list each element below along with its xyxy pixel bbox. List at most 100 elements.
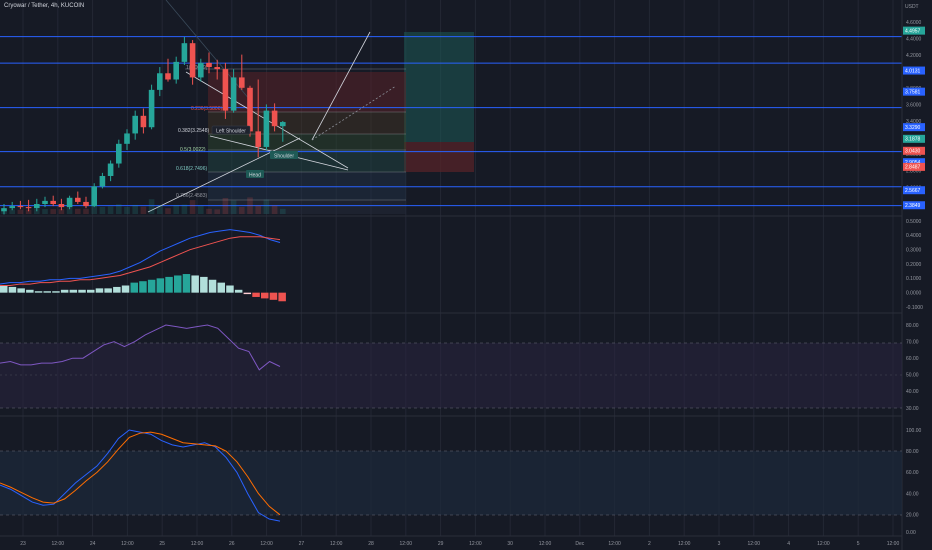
price-tag: 3.3290 <box>903 123 925 132</box>
time-tick: 4 <box>787 541 790 547</box>
candle <box>140 108 147 134</box>
macd-tick: 0.3000 <box>906 247 922 253</box>
macd-bar <box>269 292 278 300</box>
macd-bar <box>147 279 156 293</box>
symbol-title[interactable]: Cryowar / Tether, 4h, KUCOIN <box>4 3 85 9</box>
projection-line[interactable] <box>311 31 371 141</box>
time-tick: 12:00 <box>748 541 761 547</box>
price-tag: 3.1878 <box>903 134 925 143</box>
stoch-pane[interactable] <box>0 429 902 522</box>
candle <box>173 56 179 84</box>
rsi-pane[interactable] <box>0 324 902 409</box>
price-tag-text: 4.0131 <box>905 68 921 74</box>
candle-body <box>17 206 24 208</box>
stoch-tick: 100.00 <box>906 428 922 434</box>
price-tick: 3.4000 <box>906 119 922 125</box>
label-head[interactable]: Head <box>246 170 264 178</box>
time-tick: 12:00 <box>887 541 900 547</box>
volume-bar <box>1 209 7 214</box>
label-right-shoulder[interactable]: Shoulder <box>270 151 298 159</box>
fib-label: 0.382(3.2548) <box>178 128 209 134</box>
price-tag-text: 2.8487 <box>905 165 921 171</box>
time-axis[interactable]: 23 12:00 24 12:00 25 12:00 26 12:00 27 12:00 28 12:… <box>20 541 899 547</box>
macd-bar <box>78 289 86 293</box>
volume-bar <box>83 208 89 214</box>
volume-bar <box>50 209 56 214</box>
candle-body <box>140 115 147 128</box>
price-tag-bg <box>903 66 925 75</box>
macd-axis[interactable]: 0.5000 0.4000 0.3000 0.2000 0.1000 0.0000 -0.1… <box>906 219 923 311</box>
price-tag-text: 3.0430 <box>905 149 921 155</box>
candle-body <box>181 43 188 62</box>
macd-bar <box>87 289 95 293</box>
price-tag-text: 2.3849 <box>905 203 921 209</box>
macd-bar <box>278 292 286 302</box>
volume-bar <box>230 200 237 214</box>
stoch-tick: 80.00 <box>906 449 919 455</box>
macd-bar <box>208 279 217 293</box>
candle <box>222 62 229 119</box>
stoch-d-line <box>0 431 281 516</box>
candle-body <box>58 204 65 208</box>
candle <box>165 58 171 82</box>
stoch-axis[interactable]: 100.00 80.00 60.00 40.00 20.00 0.00 <box>906 428 922 536</box>
volume-bar <box>255 205 261 214</box>
candle-body <box>148 89 155 128</box>
candle-body <box>198 62 204 78</box>
volume-bar <box>157 205 163 214</box>
rsi-tick: 50.00 <box>906 373 919 379</box>
macd-bar <box>226 285 234 293</box>
time-tick: 12:00 <box>817 541 830 547</box>
fib-band-0-0236 <box>208 72 406 112</box>
macd-pane[interactable] <box>0 229 286 302</box>
candle-body <box>83 201 89 207</box>
candle <box>271 103 278 132</box>
candlestick-series[interactable] <box>1 36 286 215</box>
candle <box>99 172 106 189</box>
long-position-target-zone[interactable] <box>404 32 474 142</box>
candle-body <box>255 131 261 147</box>
candle-body <box>107 163 114 176</box>
price-tag-bg <box>903 87 925 96</box>
macd-bar <box>60 289 69 293</box>
horizontal-levels[interactable] <box>0 0 902 207</box>
candle <box>214 59 220 80</box>
candle-body <box>91 186 97 207</box>
fib-label: 0.5(3.0022) <box>180 147 206 153</box>
price-pane[interactable]: 1(4.0079) 0.236(3.5806) 0.382(3.2548) 0.5(3… <box>0 0 902 215</box>
macd-bar <box>52 291 60 293</box>
macd-bar <box>26 289 34 293</box>
price-tag-text: 3.1878 <box>905 137 921 143</box>
candle-body <box>25 207 32 209</box>
macd-bar <box>104 288 112 293</box>
volume-bar <box>173 204 179 214</box>
macd-bar <box>156 278 165 293</box>
rsi-axis[interactable]: 80.00 70.00 60.00 50.00 40.00 30.00 <box>906 323 919 412</box>
volume-bar <box>91 204 97 214</box>
projection-dashed-line[interactable] <box>311 85 397 141</box>
fib-label: 0.786(2.4583) <box>176 193 207 199</box>
time-tick: 12:00 <box>330 541 343 547</box>
candle-body <box>34 204 40 209</box>
rsi-tick: 40.00 <box>906 389 919 395</box>
long-position-stop-zone[interactable] <box>404 142 474 172</box>
price-tag-bg <box>903 201 925 210</box>
macd-bar <box>113 286 121 293</box>
macd-bar <box>17 288 25 293</box>
candle-body <box>75 197 81 202</box>
neckline-rising[interactable] <box>147 137 301 213</box>
candle-body <box>157 73 163 90</box>
volume-bar <box>140 206 147 214</box>
volume-bar <box>247 197 253 214</box>
time-tick: Dec <box>575 541 584 547</box>
label-left-shoulder[interactable]: Left Shoulder <box>211 125 251 134</box>
price-tag: 3.7581 <box>903 87 925 96</box>
candle-body <box>50 200 56 204</box>
candle <box>17 200 24 210</box>
price-tick: 4.2000 <box>906 53 922 59</box>
volume-bar <box>189 200 196 214</box>
macd-tick: 0.5000 <box>906 219 922 225</box>
macd-bar <box>200 276 208 293</box>
time-tick: 5 <box>857 541 860 547</box>
